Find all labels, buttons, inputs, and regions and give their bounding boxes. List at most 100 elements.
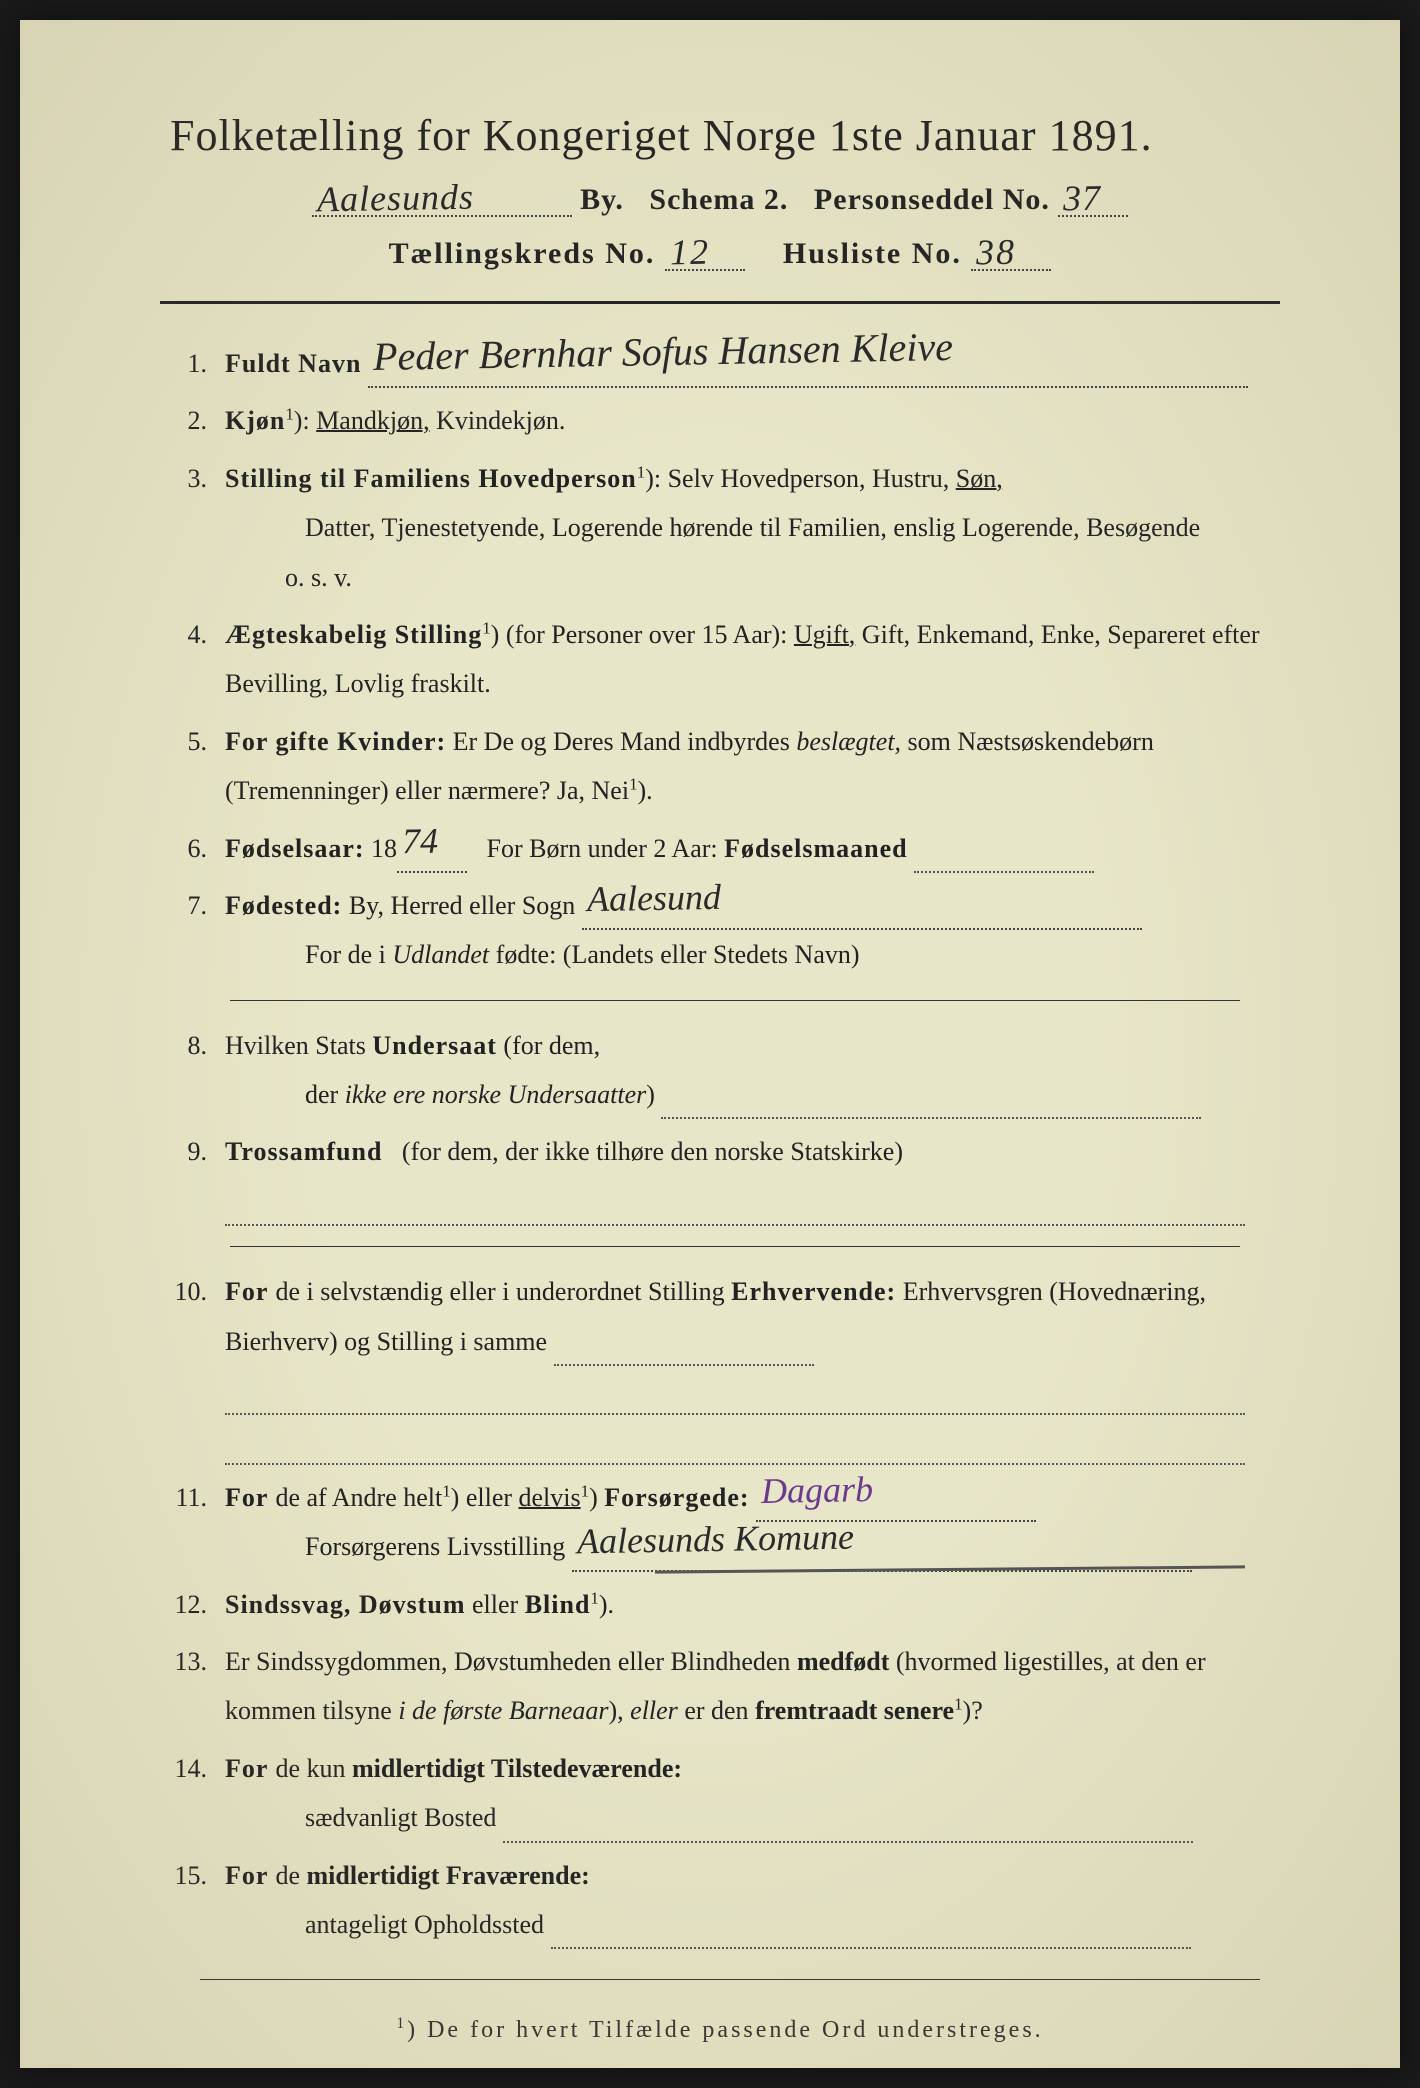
pre: For xyxy=(225,1861,275,1890)
livsstilling-value: Aalesunds Komune xyxy=(576,1503,854,1576)
text4: er den xyxy=(678,1696,755,1725)
item-15: 15. For de midlertidigt Fraværende: anta… xyxy=(170,1851,1280,1950)
opholdssted-field xyxy=(551,1923,1191,1949)
kreds-field: 12 xyxy=(665,235,745,271)
text2: antageligt Opholdssted xyxy=(305,1910,544,1939)
city-value: Aalesunds xyxy=(316,176,474,221)
header-line-3: Tællingskreds No. 12 Husliste No. 38 xyxy=(140,235,1300,271)
text3: fødte: (Landets eller Stedets Navn) xyxy=(489,940,859,969)
item-body: Fuldt Navn Peder Bernhar Sofus Hansen Kl… xyxy=(225,339,1280,388)
item-body: For de i selvstændig eller i underordnet… xyxy=(225,1267,1280,1465)
by-label: By. xyxy=(580,183,624,216)
undersaat-field xyxy=(661,1093,1201,1119)
italic1: beslægtet, xyxy=(796,727,901,756)
item-body: Kjøn1): Mandkjøn, Kvindekjøn. xyxy=(225,396,1280,445)
label-aegteskab: Ægteskabelig Stilling xyxy=(225,620,482,649)
item-body: Ægteskabelig Stilling1) (for Personer ov… xyxy=(225,610,1280,709)
year-value: 74 xyxy=(401,806,438,875)
erhverv-field-2 xyxy=(225,1389,1245,1415)
item-num: 15. xyxy=(170,1851,225,1950)
label-kjon: Kjøn xyxy=(225,406,285,435)
italic1: Udlandet xyxy=(392,940,489,969)
text1: Selv Hovedperson, Hustru, xyxy=(668,464,956,493)
item-body: For gifte Kvinder: Er De og Deres Mand i… xyxy=(225,717,1280,816)
text2: For de i xyxy=(305,940,392,969)
label-blind: Blind xyxy=(525,1590,591,1619)
text1: eller xyxy=(466,1590,525,1619)
line2: antageligt Opholdssted xyxy=(225,1900,1280,1949)
year-prefix: 18 xyxy=(371,834,397,863)
text2: ) eller xyxy=(451,1483,519,1512)
divider-1 xyxy=(230,1000,1240,1001)
item-body: Stilling til Familiens Hovedperson1): Se… xyxy=(225,454,1280,602)
item-6: 6. Fødselsaar: 1874 For Børn under 2 Aar… xyxy=(170,824,1280,873)
kreds-value: 12 xyxy=(670,231,711,274)
text1: de i selvstændig eller i underordnet Sti… xyxy=(275,1277,731,1306)
item-num: 11. xyxy=(170,1473,225,1572)
italic1: ikke ere norske Undersaatter xyxy=(345,1080,647,1109)
label-undersaat: Undersaat xyxy=(372,1031,497,1060)
bold1: medfødt xyxy=(797,1647,889,1676)
close: ): xyxy=(294,406,310,435)
item-body: For de midlertidigt Fraværende: antageli… xyxy=(225,1851,1280,1950)
item-num: 1. xyxy=(170,339,225,388)
year-field: 74 xyxy=(397,842,467,873)
footnote-sup: 1 xyxy=(396,2015,407,2032)
item-num: 7. xyxy=(170,881,225,980)
text2: Datter, Tjenestetyende, Logerende hørend… xyxy=(225,503,1280,552)
line2: der ikke ere norske Undersaatter) xyxy=(225,1070,1280,1119)
item-body: Fødested: By, Herred eller Sogn Aalesund… xyxy=(225,881,1280,980)
opt-son: Søn, xyxy=(956,464,1003,493)
census-form-page: Folketælling for Kongeriget Norge 1ste J… xyxy=(20,20,1400,2068)
footnote-text: ) De for hvert Tilfælde passende Ord und… xyxy=(407,2017,1044,2043)
italic1: i de første Barneaar xyxy=(398,1696,608,1725)
item-4: 4. Ægteskabelig Stilling1) (for Personer… xyxy=(170,610,1280,709)
text1: Er De og Deres Mand indbyrdes xyxy=(453,727,797,756)
sup: 1 xyxy=(629,774,637,793)
item-1: 1. Fuldt Navn Peder Bernhar Sofus Hansen… xyxy=(170,339,1280,388)
sup1: 1 xyxy=(442,1481,450,1500)
line2: sædvanligt Bosted xyxy=(225,1793,1280,1842)
personseddel-field: 37 xyxy=(1058,181,1128,217)
text2: sædvanligt Bosted xyxy=(305,1803,496,1832)
label-sindssvag: Sindssvag, Døvstum xyxy=(225,1590,466,1619)
name-field: Peder Bernhar Sofus Hansen Kleive xyxy=(368,357,1248,388)
item-10: 10. For de i selvstændig eller i underor… xyxy=(170,1267,1280,1465)
text4: Forsørgerens Livsstilling xyxy=(305,1532,565,1561)
fodested-value: Aalesund xyxy=(586,863,721,934)
text1: (for dem, xyxy=(497,1031,600,1060)
bold1: midlertidigt Fraværende: xyxy=(307,1861,590,1890)
item-body: Trossamfund (for dem, der ikke tilhøre d… xyxy=(225,1127,1280,1226)
item-body: Sindssvag, Døvstum eller Blind1). xyxy=(225,1580,1280,1629)
item-body: Er Sindssygdommen, Døvstumheden eller Bl… xyxy=(225,1637,1280,1736)
form-items: 1. Fuldt Navn Peder Bernhar Sofus Hansen… xyxy=(140,339,1300,1949)
item-2: 2. Kjøn1): Mandkjøn, Kvindekjøn. xyxy=(170,396,1280,445)
opt-kvindekjon: Kvindekjøn. xyxy=(436,406,565,435)
item-num: 9. xyxy=(170,1127,225,1226)
label-stilling: Stilling til Familiens Hovedperson xyxy=(225,464,637,493)
opt-ugift: Ugift, xyxy=(794,620,855,649)
sup2: 1 xyxy=(581,1481,589,1500)
item-9: 9. Trossamfund (for dem, der ikke tilhør… xyxy=(170,1127,1280,1226)
bold2: fremtraadt senere xyxy=(755,1696,954,1725)
text1: For Børn under 2 Aar: xyxy=(487,834,718,863)
pre: For xyxy=(225,1277,275,1306)
personseddel-value: 37 xyxy=(1063,177,1102,220)
trossamfund-field xyxy=(225,1200,1245,1226)
item-14: 14. For de kun midlertidigt Tilstedevære… xyxy=(170,1744,1280,1843)
divider-2 xyxy=(230,1246,1240,1247)
husliste-value: 38 xyxy=(976,231,1017,274)
item-3: 3. Stilling til Familiens Hovedperson1):… xyxy=(170,454,1280,602)
text2: der xyxy=(305,1080,345,1109)
erhverv-field-3 xyxy=(225,1439,1245,1465)
label-fodested: Fødested: xyxy=(225,891,342,920)
text1: de xyxy=(275,1861,306,1890)
pre: Hvilken Stats xyxy=(225,1031,372,1060)
label-trossamfund: Trossamfund xyxy=(225,1137,382,1166)
pre: For xyxy=(225,1754,275,1783)
maaned-field xyxy=(914,847,1094,873)
item-num: 10. xyxy=(170,1267,225,1465)
city-field: Aalesunds xyxy=(312,181,572,217)
item-12: 12. Sindssvag, Døvstum eller Blind1). xyxy=(170,1580,1280,1629)
opt-mandkjon: Mandkjøn, xyxy=(316,406,429,435)
